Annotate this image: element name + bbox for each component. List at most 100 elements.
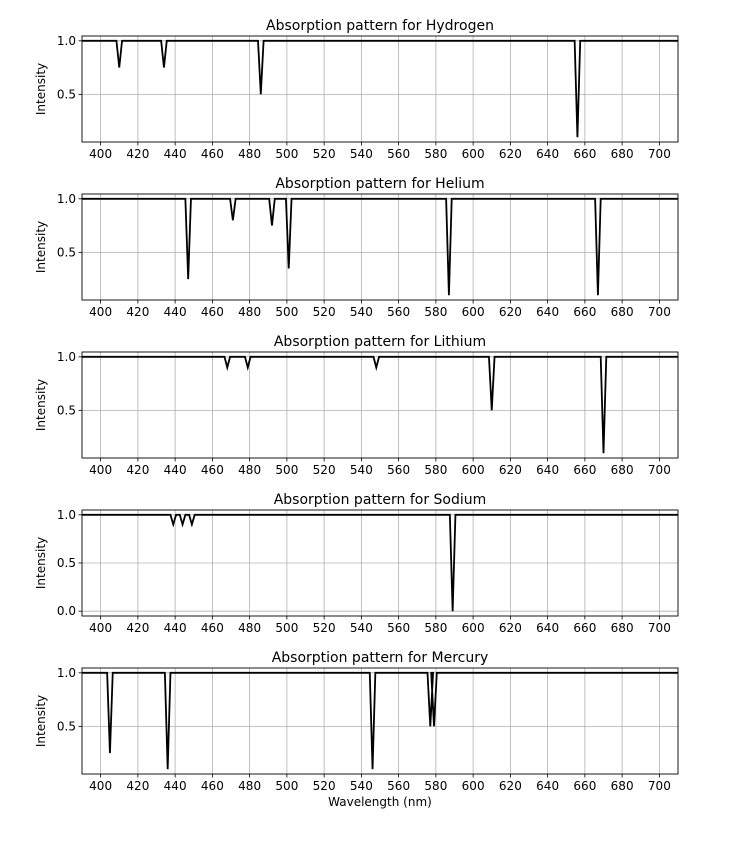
x-tick-label: 400 (89, 779, 112, 793)
x-tick-label: 580 (424, 147, 447, 161)
spectrum-line (82, 513, 678, 612)
x-tick-label: 560 (387, 147, 410, 161)
x-tick-label: 460 (201, 463, 224, 477)
x-tick-label: 420 (126, 779, 149, 793)
x-tick-label: 460 (201, 779, 224, 793)
x-tick-label: 520 (313, 779, 336, 793)
x-tick-label: 400 (89, 463, 112, 477)
x-tick-label: 700 (648, 305, 671, 319)
x-tick-label: 600 (462, 621, 485, 635)
x-tick-label: 500 (275, 147, 298, 161)
x-tick-label: 620 (499, 147, 522, 161)
axes-frame (81, 193, 679, 301)
subplot-mercury: 400 420 440 460 480 500 520 540 560 580 600 620 640 6… (34, 650, 679, 809)
x-tick-label: 640 (536, 621, 559, 635)
x-tick-label: 440 (164, 305, 187, 319)
x-tick-label: 660 (573, 463, 596, 477)
x-tick-label: 480 (238, 621, 261, 635)
x-tick-label: 700 (648, 779, 671, 793)
spectrum-line (82, 197, 678, 296)
x-tick-label: 520 (313, 305, 336, 319)
axes-frame (81, 35, 679, 143)
x-tick-label: 700 (648, 621, 671, 635)
axes-frame (81, 667, 679, 775)
x-tick-label: 440 (164, 779, 187, 793)
x-tick-label: 680 (611, 463, 634, 477)
x-tick-label: 680 (611, 621, 634, 635)
y-axis-label: Intensity (34, 379, 48, 431)
x-tick-label: 440 (164, 463, 187, 477)
x-tick-label: 560 (387, 621, 410, 635)
x-tick-label: 640 (536, 463, 559, 477)
x-tick-label: 700 (648, 463, 671, 477)
spectrum-line (82, 355, 678, 454)
x-tick-label: 680 (611, 305, 634, 319)
x-tick-label: 660 (573, 147, 596, 161)
x-tick-label: 420 (126, 463, 149, 477)
spectrum-line (82, 39, 678, 138)
x-tick-label: 480 (238, 305, 261, 319)
y-tick-label: 1.0 (57, 192, 76, 206)
y-axis-label: Intensity (34, 695, 48, 747)
x-tick-label: 520 (313, 621, 336, 635)
y-axis-label: Intensity (34, 537, 48, 589)
x-tick-label: 520 (313, 463, 336, 477)
subplot-helium: 400 420 440 460 480 500 520 540 560 580 600 620 640 6… (34, 176, 679, 319)
x-tick-label: 560 (387, 463, 410, 477)
x-tick-label: 560 (387, 779, 410, 793)
x-tick-label: 480 (238, 147, 261, 161)
x-tick-label: 440 (164, 621, 187, 635)
x-tick-label: 440 (164, 147, 187, 161)
x-tick-label: 420 (126, 621, 149, 635)
x-tick-label: 400 (89, 147, 112, 161)
subplot-title: Absorption pattern for Hydrogen (266, 18, 494, 34)
axes-frame (81, 509, 679, 617)
y-tick-label: 1.0 (57, 34, 76, 48)
x-tick-label: 700 (648, 147, 671, 161)
subplot-title: Absorption pattern for Lithium (274, 334, 486, 350)
x-tick-label: 600 (462, 463, 485, 477)
x-tick-label: 540 (350, 463, 373, 477)
subplot-title: Absorption pattern for Sodium (274, 492, 487, 508)
y-tick-label: 0.5 (57, 403, 76, 417)
x-tick-label: 620 (499, 621, 522, 635)
x-tick-label: 400 (89, 305, 112, 319)
y-tick-label: 0.5 (57, 719, 76, 733)
y-tick-label: 0.0 (57, 604, 76, 618)
x-tick-label: 540 (350, 305, 373, 319)
y-tick-label: 1.0 (57, 350, 76, 364)
x-tick-label: 620 (499, 463, 522, 477)
x-tick-label: 460 (201, 621, 224, 635)
y-axis-label: Intensity (34, 63, 48, 115)
x-tick-label: 620 (499, 305, 522, 319)
x-tick-label: 480 (238, 463, 261, 477)
x-tick-label: 500 (275, 305, 298, 319)
x-tick-label: 580 (424, 621, 447, 635)
subplot-sodium: 400 420 440 460 480 500 520 540 560 580 600 620 640 6… (34, 492, 679, 635)
y-tick-label: 0.5 (57, 245, 76, 259)
subplot-lithium: 400 420 440 460 480 500 520 540 560 580 600 620 640 6… (34, 334, 679, 477)
y-axis-label: Intensity (34, 221, 48, 273)
x-tick-label: 600 (462, 779, 485, 793)
x-tick-label: 520 (313, 147, 336, 161)
y-tick-label: 0.5 (57, 87, 76, 101)
x-tick-label: 420 (126, 305, 149, 319)
y-tick-label: 1.0 (57, 666, 76, 680)
x-tick-label: 660 (573, 305, 596, 319)
x-tick-label: 580 (424, 305, 447, 319)
y-tick-label: 0.5 (57, 556, 76, 570)
x-tick-label: 500 (275, 621, 298, 635)
subplot-title: Absorption pattern for Helium (275, 176, 484, 192)
subplot-hydrogen: 400 420 440 460 480 500 520 540 560 580 600 620 640 6… (34, 18, 679, 161)
x-tick-label: 580 (424, 463, 447, 477)
x-tick-label: 640 (536, 779, 559, 793)
x-tick-label: 600 (462, 147, 485, 161)
x-tick-label: 620 (499, 779, 522, 793)
x-tick-label: 660 (573, 621, 596, 635)
x-tick-label: 580 (424, 779, 447, 793)
spectrum-line (82, 671, 678, 770)
x-tick-label: 480 (238, 779, 261, 793)
y-tick-label: 1.0 (57, 508, 76, 522)
x-tick-label: 540 (350, 621, 373, 635)
